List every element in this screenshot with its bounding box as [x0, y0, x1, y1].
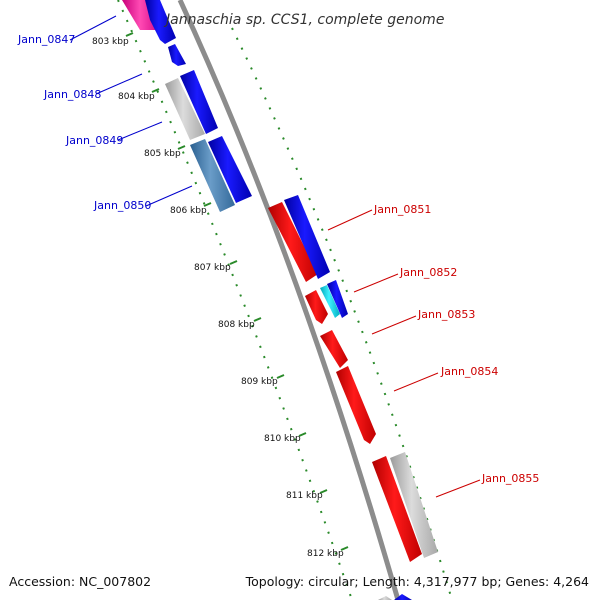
- gene-jann-0853[interactable]: [320, 330, 348, 368]
- kbp-label: 804 kbp: [118, 92, 155, 102]
- kbp-label: 805 kbp: [144, 149, 181, 159]
- gene-next-partial[interactable]: [378, 594, 412, 600]
- gene-label-left[interactable]: Jann_0850: [93, 199, 151, 212]
- map-title: Jannaschia sp. CCS1, complete genome: [163, 12, 444, 28]
- kbp-tick: [319, 489, 328, 494]
- gene-label-right[interactable]: Jann_0853: [417, 308, 475, 321]
- kbp-tick: [125, 32, 134, 37]
- kbp-tick: [229, 260, 238, 265]
- gene-jann-0847[interactable]: [122, 0, 186, 66]
- gene-jann-0848[interactable]: [165, 70, 218, 140]
- gene-jann-0852[interactable]: [305, 280, 348, 324]
- kbp-tick: [340, 546, 349, 551]
- kbp-labels: 803 kbp 804 kbp 805 kbp 806 kbp 807 kbp …: [92, 37, 344, 559]
- gene-jann-0855[interactable]: [372, 452, 438, 562]
- kbp-tick-marks: [125, 32, 349, 551]
- gene-label-left[interactable]: Jann_0848: [43, 88, 101, 101]
- right-tick-track: [231, 27, 453, 600]
- kbp-label: 811 kbp: [286, 491, 323, 501]
- kbp-label: 810 kbp: [264, 434, 301, 444]
- kbp-tick: [151, 88, 160, 93]
- genome-summary: Topology: circular; Length: 4,317,977 bp…: [245, 574, 589, 589]
- kbp-tick: [177, 145, 186, 150]
- gene-jann-0849[interactable]: [190, 136, 252, 212]
- kbp-label: 807 kbp: [194, 263, 231, 273]
- kbp-label: 812 kbp: [307, 549, 344, 559]
- gene-label-right[interactable]: Jann_0855: [481, 472, 539, 485]
- right-leader-lines: [327, 209, 481, 498]
- kbp-label: 806 kbp: [170, 206, 207, 216]
- gene-jann-0851[interactable]: [268, 195, 330, 282]
- genome-backbone: [177, 0, 401, 600]
- kbp-tick: [276, 374, 285, 379]
- kbp-label: 809 kbp: [241, 377, 278, 387]
- gene-label-left[interactable]: Jann_0847: [17, 33, 75, 46]
- gene-label-left[interactable]: Jann_0849: [65, 134, 123, 147]
- gene-label-right[interactable]: Jann_0852: [399, 266, 457, 279]
- gene-label-right[interactable]: Jann_0851: [373, 203, 431, 216]
- kbp-tick: [253, 317, 262, 322]
- kbp-label: 808 kbp: [218, 320, 255, 330]
- kbp-label: 803 kbp: [92, 37, 129, 47]
- accession-text: Accession: NC_007802: [9, 574, 152, 589]
- left-leader-lines: [69, 15, 193, 207]
- gene-label-right[interactable]: Jann_0854: [440, 365, 498, 378]
- kbp-tick: [203, 202, 212, 207]
- gene-jann-0854[interactable]: [336, 366, 376, 444]
- kbp-tick: [298, 432, 307, 437]
